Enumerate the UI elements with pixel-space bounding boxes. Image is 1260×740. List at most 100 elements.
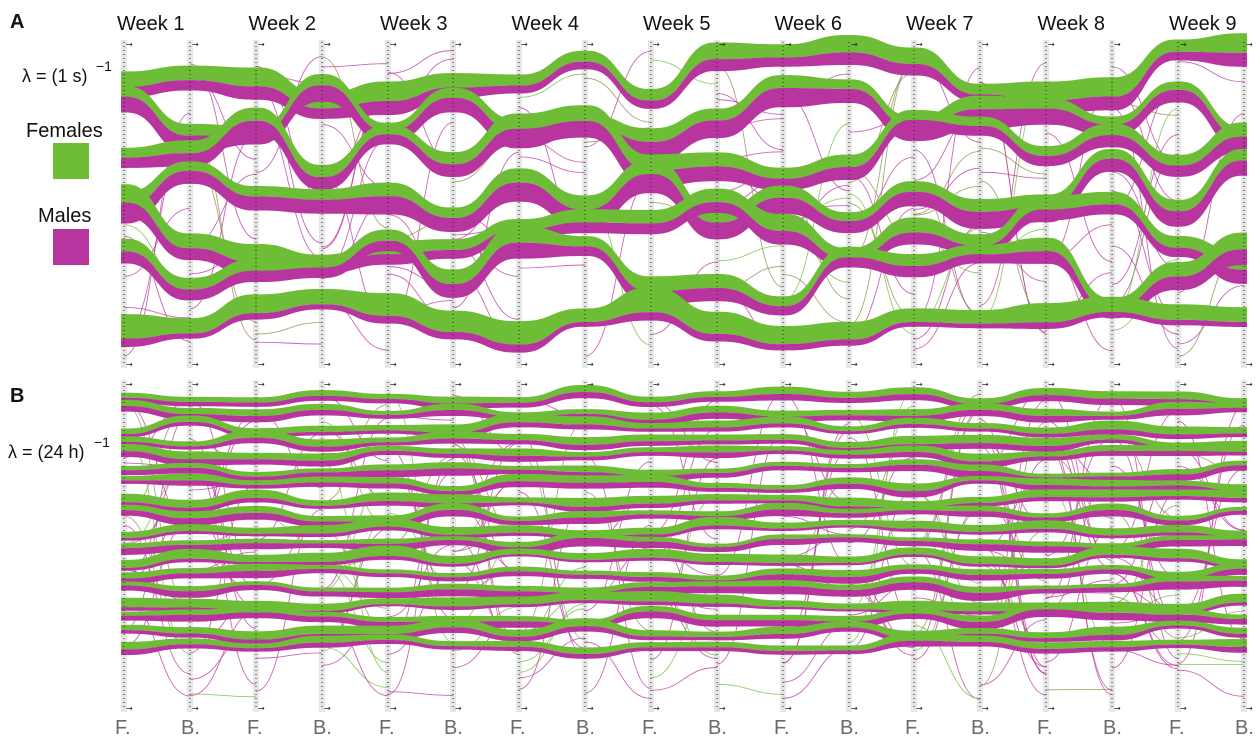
week-label: Week 6 bbox=[775, 13, 842, 35]
thin-flow bbox=[979, 62, 1047, 306]
community-flows bbox=[121, 33, 1247, 659]
thin-flow bbox=[1177, 669, 1245, 697]
axis-label: B. bbox=[971, 717, 990, 739]
female-flow bbox=[121, 562, 1247, 581]
axis-label: F. bbox=[905, 717, 921, 739]
axis-arrow-bottom: → bbox=[1246, 360, 1253, 369]
thin-flow bbox=[1177, 653, 1245, 662]
male-flow bbox=[121, 405, 1247, 427]
week-label: Week 8 bbox=[1038, 13, 1105, 35]
female-flow bbox=[121, 287, 1247, 345]
axis-arrow-top: → bbox=[916, 380, 923, 389]
axis-arrow-top: → bbox=[455, 380, 462, 389]
male-flow bbox=[121, 600, 1247, 615]
axis-arrow-top: → bbox=[521, 40, 528, 49]
axis-arrow-top: → bbox=[126, 380, 133, 389]
axis-arrow-bottom: → bbox=[455, 704, 462, 713]
panel-a-rate-exponent: −1 bbox=[96, 58, 112, 74]
axis-arrow-bottom: → bbox=[653, 360, 660, 369]
female-flow bbox=[121, 532, 1247, 549]
axis-label: F. bbox=[115, 717, 131, 739]
thin-flow bbox=[650, 667, 718, 691]
male-flow bbox=[121, 158, 1247, 240]
female-flow bbox=[121, 545, 1247, 568]
axis-arrow-top: → bbox=[390, 380, 397, 389]
axis-arrow-top: → bbox=[916, 40, 923, 49]
thin-flow bbox=[716, 683, 784, 695]
axis-arrow-bottom: → bbox=[916, 704, 923, 713]
axis-arrow-top: → bbox=[851, 40, 858, 49]
thin-flow bbox=[1177, 61, 1245, 83]
thin-flow bbox=[716, 433, 784, 665]
legend-males-label: Males bbox=[38, 205, 91, 227]
male-flow bbox=[121, 525, 1247, 541]
axis-arrow-top: → bbox=[587, 380, 594, 389]
axis-arrow-top: → bbox=[982, 380, 989, 389]
axis-label: F. bbox=[642, 717, 658, 739]
male-flow bbox=[121, 609, 1247, 630]
female-flow bbox=[121, 399, 1247, 420]
thin-flow bbox=[782, 274, 850, 323]
female-flow bbox=[121, 443, 1247, 462]
axis-arrow-bottom: → bbox=[719, 704, 726, 713]
axis-arrow-bottom: → bbox=[653, 704, 660, 713]
thin-flow bbox=[518, 156, 586, 174]
thin-flow bbox=[979, 147, 1047, 175]
panel-a-rate: λ = (1 s) −1 bbox=[22, 58, 112, 86]
thin-flow bbox=[979, 171, 1047, 179]
panel-a-rate-label: λ = (1 s) bbox=[22, 66, 88, 86]
axis-arrow-bottom: → bbox=[587, 360, 594, 369]
male-flow bbox=[121, 450, 1247, 468]
axis-label: B. bbox=[708, 717, 727, 739]
axis-arrow-top: → bbox=[1114, 380, 1121, 389]
thin-flow bbox=[387, 50, 454, 74]
week-labels: Week 1 Week 2 Week 3 Week 4 Week 5 Week 6 Week… bbox=[117, 13, 1236, 35]
axis-arrow-bottom: → bbox=[1114, 704, 1121, 713]
axis-arrow-top: → bbox=[785, 380, 792, 389]
female-flow bbox=[121, 473, 1247, 492]
panel-b-letter: B bbox=[10, 385, 24, 407]
axis-arrow-top: → bbox=[390, 40, 397, 49]
panel-b-rate: λ = (24 h) −1 bbox=[8, 434, 110, 462]
thin-flow bbox=[255, 341, 323, 345]
axis-arrow-bottom: → bbox=[521, 360, 528, 369]
axis-arrow-bottom: → bbox=[126, 360, 133, 369]
thin-flow bbox=[321, 63, 389, 68]
week-label: Week 5 bbox=[643, 13, 710, 35]
male-flow bbox=[121, 240, 1247, 319]
axis-arrow-bottom: → bbox=[851, 704, 858, 713]
male-flow bbox=[121, 496, 1247, 513]
male-flow bbox=[121, 202, 1247, 284]
axis-arrow-bottom: → bbox=[1246, 704, 1253, 713]
axis-label: B. bbox=[444, 717, 463, 739]
panel-b-rate-label: λ = (24 h) bbox=[8, 442, 85, 462]
axis-band bbox=[187, 40, 193, 368]
thin-flow bbox=[584, 641, 652, 699]
axis-arrow-top: → bbox=[1246, 40, 1253, 49]
axis-arrow-top: → bbox=[192, 380, 199, 389]
female-flow bbox=[121, 502, 1247, 522]
axis-arrow-top: → bbox=[1246, 380, 1253, 389]
axis-arrow-bottom: → bbox=[324, 704, 331, 713]
axis-arrow-top: → bbox=[1048, 40, 1055, 49]
axis-label: B. bbox=[1103, 717, 1122, 739]
legend: Females Males bbox=[26, 120, 103, 265]
axis-arrow-bottom: → bbox=[1114, 360, 1121, 369]
male-flow bbox=[121, 304, 1247, 353]
week-label: Week 3 bbox=[380, 13, 447, 35]
axis-label: F. bbox=[379, 717, 395, 739]
axis-arrow-bottom: → bbox=[785, 360, 792, 369]
female-flow bbox=[121, 459, 1247, 478]
male-flow bbox=[121, 480, 1247, 498]
thin-flow bbox=[387, 544, 454, 618]
axis-arrow-top: → bbox=[521, 380, 528, 389]
axis-arrow-top: → bbox=[1114, 40, 1121, 49]
axis-arrow-bottom: → bbox=[785, 704, 792, 713]
thin-flow bbox=[255, 652, 323, 659]
male-flow bbox=[121, 580, 1247, 601]
axis-arrow-bottom: → bbox=[126, 704, 133, 713]
thin-flow bbox=[518, 637, 586, 679]
female-flow bbox=[121, 618, 1247, 640]
axis-arrow-top: → bbox=[653, 40, 660, 49]
axis-band bbox=[450, 40, 456, 368]
